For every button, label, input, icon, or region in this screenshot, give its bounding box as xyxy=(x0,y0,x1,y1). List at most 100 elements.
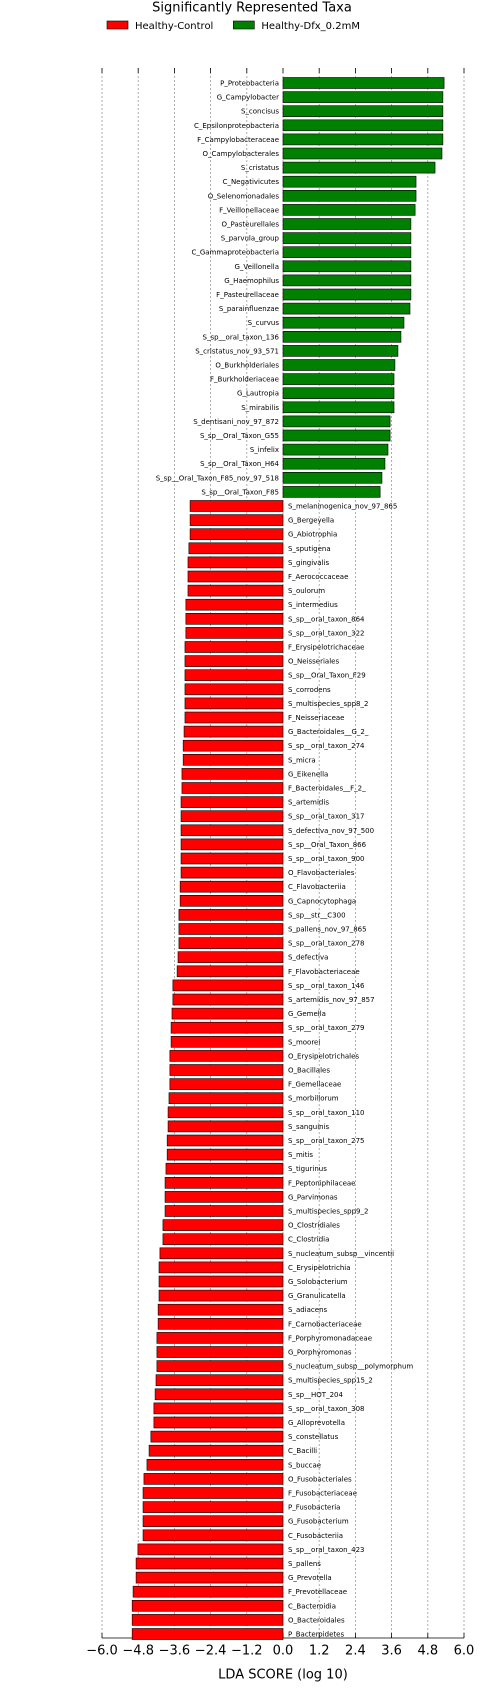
bar xyxy=(165,1162,284,1175)
category-label: S_concisus xyxy=(241,108,279,116)
category-label: O_Bacteroidales xyxy=(288,1616,345,1624)
bar xyxy=(282,429,391,442)
category-label: S_sp__oral_taxon_146 xyxy=(288,982,365,990)
category-label: F_Carnobacteriaceae xyxy=(288,1320,362,1328)
bar xyxy=(168,1092,284,1104)
category-label: S_sp__Oral_Taxon_H64 xyxy=(200,460,279,468)
category-label: S_tigurinus xyxy=(288,1165,327,1173)
category-label: S_buccae xyxy=(288,1461,321,1469)
bar xyxy=(131,1628,284,1640)
bar xyxy=(176,965,284,978)
category-label: S_sp__oral_taxon_274 xyxy=(288,742,365,750)
bar xyxy=(172,979,284,992)
category-label: O_Flavobacteriales xyxy=(288,869,355,877)
bar xyxy=(135,1557,284,1570)
category-label: G_Prevotella xyxy=(288,1574,332,1582)
category-label: F_Pasteurellaceae xyxy=(216,291,279,299)
category-label: C_Bacteroidia xyxy=(288,1602,336,1610)
category-label: S_gingivalis xyxy=(288,559,329,567)
category-label: S_sp__oral_taxon_900 xyxy=(288,855,364,863)
bar xyxy=(177,951,284,964)
bar xyxy=(157,1303,284,1316)
category-label: S_sp__oral_taxon_317 xyxy=(288,813,364,821)
x-tick-label: −2.4 xyxy=(195,1644,227,1659)
category-label: S_sp__Oral_Taxon_F85_nov_97_518 xyxy=(156,474,279,482)
bar xyxy=(156,1360,284,1372)
bar xyxy=(164,1177,284,1189)
category-label: S_sp__oral_taxon_322 xyxy=(288,629,364,637)
bar xyxy=(282,175,417,188)
category-label: S_nucleatum_subsp__vincentii xyxy=(288,1250,394,1258)
category-label: G_Alloprevotella xyxy=(288,1419,345,1427)
category-label: O_Neisseriales xyxy=(288,658,339,666)
bar xyxy=(282,471,383,484)
bar xyxy=(153,1402,284,1415)
bar xyxy=(131,1614,284,1626)
category-label: S_melaninogenica_nov_97_865 xyxy=(288,503,397,511)
category-label: S_sp__oral_taxon_423 xyxy=(288,1546,364,1554)
category-label: G_Campylobacter xyxy=(217,94,279,102)
category-label: O_Selenomonadales xyxy=(208,192,280,200)
bar xyxy=(156,1332,284,1344)
category-label: S_defectiva_nov_97_500 xyxy=(288,827,374,835)
bar xyxy=(180,866,284,879)
category-label: G_Parvimonas xyxy=(288,1193,338,1201)
category-label: F_Gemellaceae xyxy=(288,1081,341,1089)
category-label: F_Fusobacteriaceae xyxy=(288,1490,357,1498)
bar xyxy=(184,669,284,682)
bar xyxy=(154,1388,284,1401)
bar xyxy=(185,598,284,611)
category-label: S_infelix xyxy=(250,446,279,454)
category-label: F_Flavobacteriaceae xyxy=(288,968,360,976)
category-label: S_defectiva xyxy=(288,954,328,962)
category-label: O_Pasteurellales xyxy=(222,221,280,229)
category-label: S_parvula_group xyxy=(221,235,280,243)
bar xyxy=(180,810,284,823)
category-label: S_multispecies_spp8_2 xyxy=(288,700,368,708)
bar xyxy=(180,852,284,865)
x-tick-label: 4.8 xyxy=(417,1644,438,1659)
bar xyxy=(184,641,284,653)
category-label: F_Peptoniphilaceae xyxy=(288,1179,355,1187)
category-label: S_artemidis_nov_97_857 xyxy=(288,996,375,1004)
bar xyxy=(180,824,284,837)
bar xyxy=(178,937,284,949)
category-label: S_sp__Oral_Taxon_G55 xyxy=(200,432,279,440)
category-label: S_intermedius xyxy=(288,601,338,609)
bar xyxy=(282,204,416,216)
category-label: C_Erysipelotrichia xyxy=(288,1264,351,1272)
category-label: S_sp__oral_taxon_308 xyxy=(288,1405,364,1413)
bar xyxy=(180,838,284,851)
bar xyxy=(153,1416,284,1429)
bar xyxy=(282,77,445,89)
bar xyxy=(142,1501,284,1513)
bar xyxy=(162,1233,284,1245)
bar xyxy=(178,909,284,921)
x-tick-label: 0.0 xyxy=(273,1644,294,1659)
category-label: S_pallens_nov_97_865 xyxy=(288,926,367,934)
bar xyxy=(167,1120,284,1133)
x-tick-label: −1.2 xyxy=(231,1644,263,1659)
x-tick-label: 2.4 xyxy=(345,1644,366,1659)
category-label: S_sp__oral_taxon_278 xyxy=(288,940,364,948)
bar xyxy=(187,584,284,597)
category-label: S_artemidis xyxy=(288,799,329,807)
category-label: S_cristatus_nov_93_571 xyxy=(195,347,279,355)
bar xyxy=(184,655,284,667)
category-label: C_Epsilonproteobacteria xyxy=(194,122,279,130)
category-label: P_Proteobacteria xyxy=(220,80,279,88)
category-label: C_Bacilli xyxy=(288,1447,317,1455)
bar xyxy=(166,1148,284,1161)
bar xyxy=(282,302,411,315)
bar xyxy=(169,1078,284,1090)
x-axis-label: LDA SCORE (log 10) xyxy=(218,1668,348,1683)
bar xyxy=(182,739,284,752)
category-label: S_sp__Oral_Taxon_F29 xyxy=(288,672,366,680)
bar xyxy=(183,725,284,738)
bar xyxy=(159,1247,284,1260)
bar xyxy=(282,119,444,132)
bar xyxy=(282,316,405,329)
bar xyxy=(142,1515,284,1527)
bar xyxy=(179,880,284,893)
